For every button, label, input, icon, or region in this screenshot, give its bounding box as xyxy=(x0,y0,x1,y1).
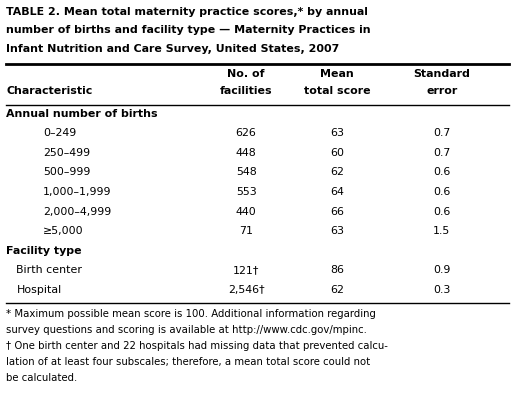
Text: be calculated.: be calculated. xyxy=(6,373,77,383)
Text: Annual number of births: Annual number of births xyxy=(6,109,158,119)
Text: number of births and facility type — Maternity Practices in: number of births and facility type — Mat… xyxy=(6,25,371,36)
Text: † One birth center and 22 hospitals had missing data that prevented calcu-: † One birth center and 22 hospitals had … xyxy=(6,341,388,351)
Text: 0.7: 0.7 xyxy=(433,148,451,158)
Text: 60: 60 xyxy=(330,148,345,158)
Text: TABLE 2. Mean total maternity practice scores,* by annual: TABLE 2. Mean total maternity practice s… xyxy=(6,7,368,17)
Text: 548: 548 xyxy=(236,168,256,177)
Text: 626: 626 xyxy=(236,128,256,138)
Text: 0.9: 0.9 xyxy=(433,265,451,276)
Text: 448: 448 xyxy=(236,148,256,158)
Text: 440: 440 xyxy=(236,207,256,217)
Text: 0.6: 0.6 xyxy=(433,168,451,177)
Text: 0.3: 0.3 xyxy=(433,285,451,295)
Text: 2,000–4,999: 2,000–4,999 xyxy=(43,207,112,217)
Text: Standard: Standard xyxy=(414,69,470,79)
Text: survey questions and scoring is available at http://www.cdc.gov/mpinc.: survey questions and scoring is availabl… xyxy=(6,325,367,335)
Text: No. of: No. of xyxy=(228,69,265,79)
Text: 0–249: 0–249 xyxy=(43,128,77,138)
Text: * Maximum possible mean score is 100. Additional information regarding: * Maximum possible mean score is 100. Ad… xyxy=(6,309,376,319)
Text: error: error xyxy=(426,86,457,96)
Text: 0.6: 0.6 xyxy=(433,187,451,197)
Text: 0.6: 0.6 xyxy=(433,207,451,217)
Text: Birth center: Birth center xyxy=(16,265,82,276)
Text: Mean: Mean xyxy=(320,69,354,79)
Text: ≥5,000: ≥5,000 xyxy=(43,226,84,236)
Text: 0.7: 0.7 xyxy=(433,128,451,138)
Text: total score: total score xyxy=(304,86,371,96)
Text: 121†: 121† xyxy=(233,265,260,276)
Text: 63: 63 xyxy=(330,226,345,236)
Text: 250–499: 250–499 xyxy=(43,148,91,158)
Text: 553: 553 xyxy=(236,187,256,197)
Text: 86: 86 xyxy=(330,265,345,276)
Text: 62: 62 xyxy=(331,285,344,295)
Text: Facility type: Facility type xyxy=(6,246,82,256)
Text: 62: 62 xyxy=(331,168,344,177)
Text: 63: 63 xyxy=(330,128,345,138)
Text: facilities: facilities xyxy=(220,86,272,96)
Text: lation of at least four subscales; therefore, a mean total score could not: lation of at least four subscales; there… xyxy=(6,357,370,367)
Text: Infant Nutrition and Care Survey, United States, 2007: Infant Nutrition and Care Survey, United… xyxy=(6,44,339,54)
Text: 1,000–1,999: 1,000–1,999 xyxy=(43,187,112,197)
Text: 1.5: 1.5 xyxy=(433,226,451,236)
Text: Hospital: Hospital xyxy=(16,285,62,295)
Text: 500–999: 500–999 xyxy=(43,168,91,177)
Text: 71: 71 xyxy=(239,226,253,236)
Text: 2,546†: 2,546† xyxy=(228,285,265,295)
Text: Characteristic: Characteristic xyxy=(6,86,92,96)
Text: 66: 66 xyxy=(330,207,345,217)
Text: 64: 64 xyxy=(331,187,344,197)
